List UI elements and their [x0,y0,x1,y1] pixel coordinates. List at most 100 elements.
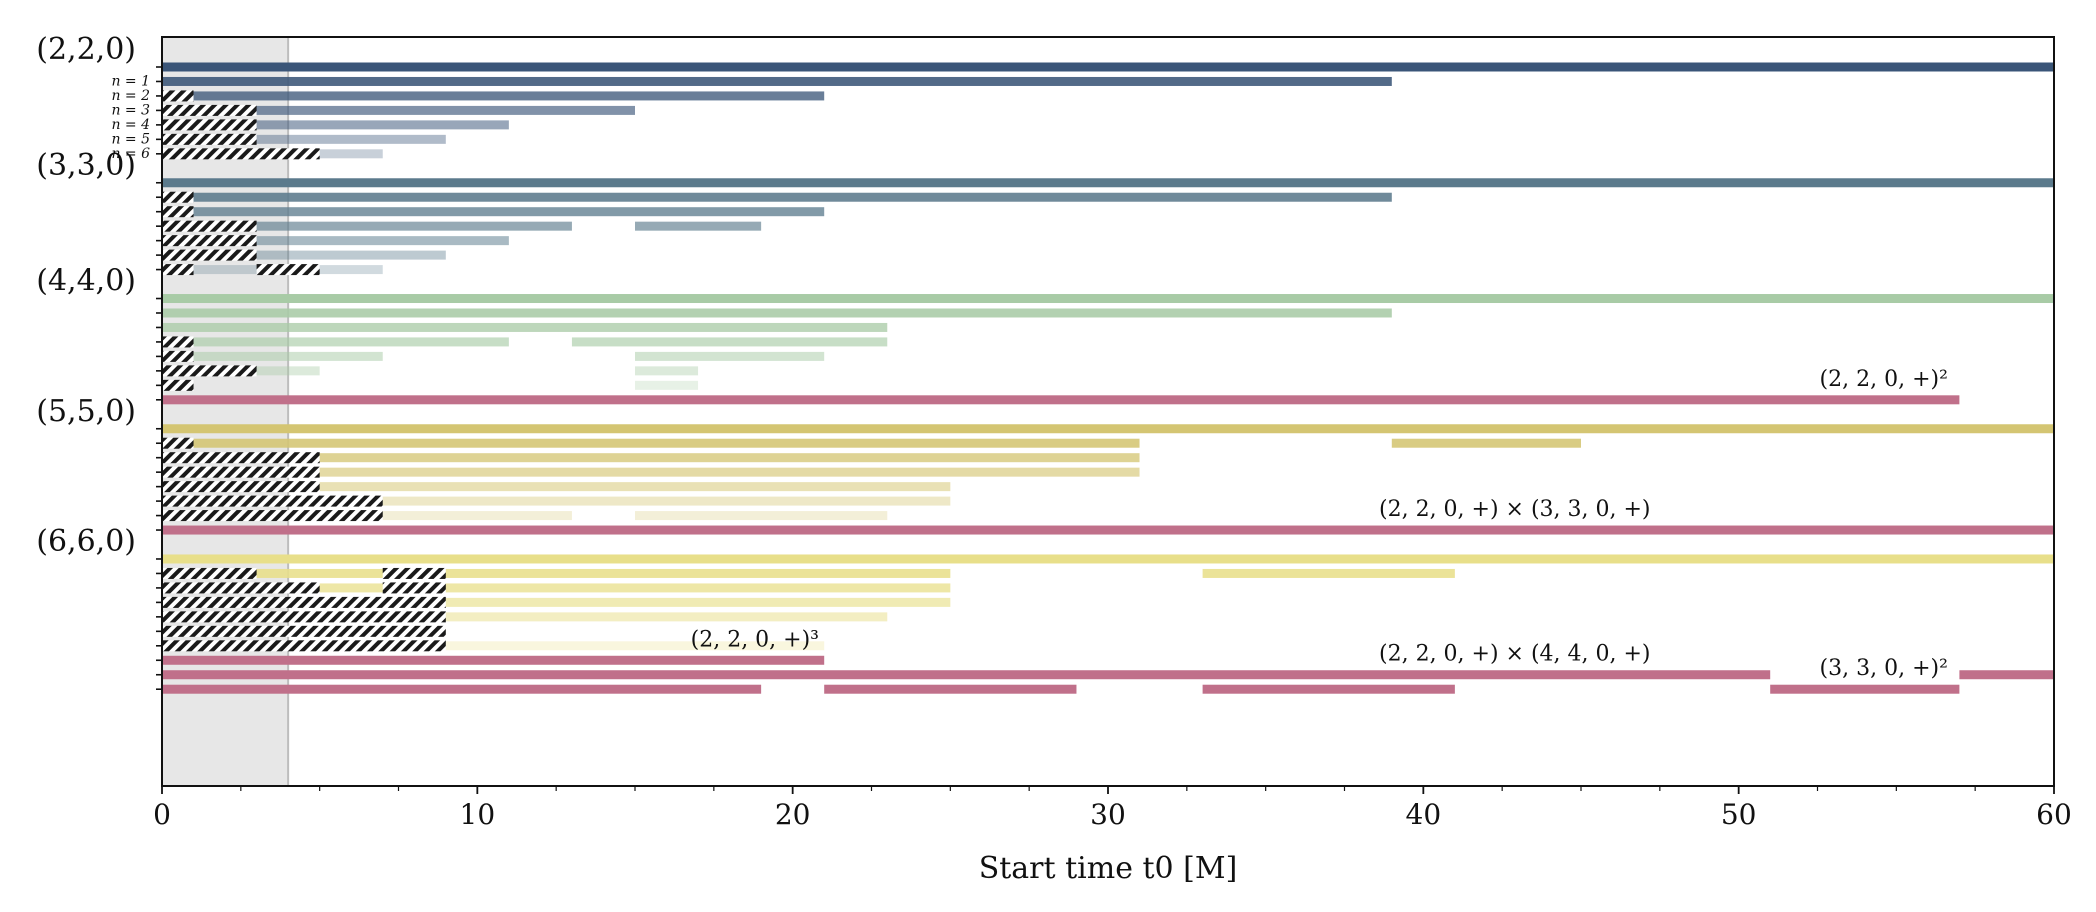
interval-bar [162,554,2054,564]
hatched-interval [162,90,194,102]
hatched-interval [162,148,320,160]
hatched-interval [162,350,194,362]
hatched-interval [162,191,194,203]
quadratic-mode-annotation: (3, 3, 0, +)² [1820,656,1948,681]
interval-bar [162,496,951,506]
hatched-interval [162,249,257,261]
interval-bar [162,641,825,651]
axes-layer: 0 10 20 30 40 50 60 Start time t0 [M] [153,36,2072,886]
x-tick-label: 10 [460,798,496,831]
interval-bar [162,337,509,347]
hatched-interval [162,235,257,247]
hatched-interval [162,640,446,652]
interval-bar [162,91,825,101]
annotations-layer: (2, 2, 0, +)² (2, 2, 0, +) × (3, 3, 0, +)… [691,367,1948,681]
bars-layer [162,62,2054,694]
hatched-interval [162,596,446,608]
hatched-interval [162,452,320,464]
hatched-interval [162,582,320,594]
x-tick-label: 30 [1090,798,1126,831]
hatched-interval [162,133,257,145]
x-tick-label: 40 [1406,798,1442,831]
interval-bar [635,511,888,521]
group-label: (2,2,0) [36,32,136,67]
interval-bar [1202,568,1455,578]
interval-bar [162,597,951,607]
group-label: (4,4,0) [36,264,136,299]
interval-bar [162,294,2054,304]
x-tick-label: 20 [775,798,811,831]
hatched-interval [162,437,194,449]
interval-bar [571,337,888,347]
interval-bar [162,655,825,665]
interval-bar [635,366,699,376]
hatched-interval [162,336,194,348]
quadratic-mode-annotation: (2, 2, 0, +)² [1820,367,1948,392]
interval-bar [162,467,1140,477]
interval-bar [162,670,1771,680]
hatched-interval [162,119,257,131]
hatched-interval [162,365,257,377]
hatched-interval [162,466,320,478]
interval-bar [162,120,509,130]
quadratic-mode-annotation: (2, 2, 0, +)³ [691,627,819,652]
quadratic-mode-annotation: (2, 2, 0, +) × (3, 3, 0, +) [1379,497,1651,522]
interval-bar [162,236,509,246]
quadratic-mode-annotation: (2, 2, 0, +) × (4, 4, 0, +) [1379,642,1651,667]
hatched-interval [162,495,383,507]
interval-bar [1202,684,1455,694]
interval-bar [162,684,762,694]
interval-bar [162,322,888,332]
interval-bar [162,207,825,217]
interval-bar [162,453,1140,463]
interval-bar [162,192,1392,202]
interval-bar [162,583,951,593]
x-axis-label: Start time t0 [M] [979,851,1238,886]
hatched-interval [382,582,446,594]
interval-bar [162,308,1392,318]
interval-bar [162,395,1960,405]
interval-bar [162,525,2054,535]
row-label: n = 1 [111,73,150,89]
interval-bar [824,684,1077,694]
interval-bar [635,351,825,361]
interval-bar [162,568,951,578]
hatched-interval [256,264,320,276]
row-label: n = 6 [111,146,150,162]
interval-bar [162,76,1392,86]
interval-bar [1391,438,1581,448]
hatched-interval [162,264,194,276]
x-tick-label: 50 [1721,798,1757,831]
interval-bar [162,612,888,622]
interval-bar [1959,670,2054,680]
hatched-interval [162,220,257,232]
group-label: (3,3,0) [36,148,136,183]
interval-bar [162,424,2054,434]
x-tick-label: 0 [153,798,171,831]
hatched-interval [162,510,383,522]
interval-bar [162,221,572,231]
interval-bar [162,105,635,115]
x-tick-label: 60 [2036,798,2072,831]
interval-bar [162,438,1140,448]
interval-bar [162,250,446,260]
interval-bar [1770,684,1960,694]
hatched-interval [162,206,194,218]
hatched-interval [162,625,446,637]
interval-bar [635,221,762,231]
hatched-interval [162,611,446,623]
group-label: (5,5,0) [36,394,136,429]
hatched-interval [162,104,257,116]
interval-bar [635,380,699,390]
interval-bar [162,482,951,492]
hatched-interval [162,379,194,391]
hatched-interval [382,567,446,579]
hatched-interval [162,567,257,579]
row-label: n = 3 [111,102,150,118]
row-label: n = 2 [111,88,150,104]
row-label: n = 5 [111,131,150,147]
row-label: n = 4 [111,117,150,133]
interval-bar [162,178,2054,188]
